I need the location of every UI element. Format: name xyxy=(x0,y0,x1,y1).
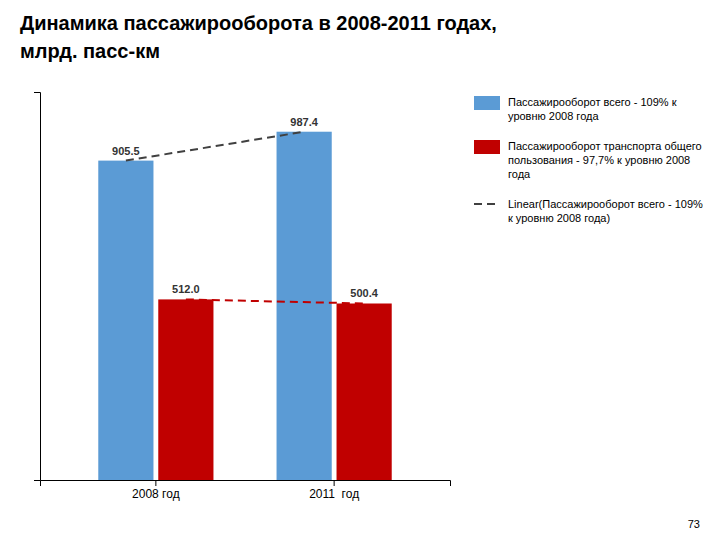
x-tick-mark xyxy=(334,480,335,486)
data-label: 500.4 xyxy=(350,287,378,299)
legend-item: Пассажирооборот транспорта общего пользо… xyxy=(474,140,705,180)
bar-series xyxy=(98,132,331,480)
bar-series xyxy=(158,299,391,480)
marks xyxy=(98,132,391,480)
subtitle: млрд. пасс-км xyxy=(20,40,160,62)
legend-swatch xyxy=(474,96,500,110)
bar xyxy=(158,299,213,480)
chart: Динамика пассажирооборота в 2008-2011 го… xyxy=(0,0,720,540)
legend-label: Пассажирооборот транспорта общего пользо… xyxy=(508,140,705,180)
x-tick-label: 2011 год xyxy=(309,487,359,501)
x-axis-line xyxy=(41,481,451,487)
title: Динамика пассажирооборота в 2008-2011 го… xyxy=(20,12,497,34)
legend-swatch xyxy=(474,203,500,205)
trend-line xyxy=(186,299,364,303)
y-axis-line xyxy=(34,93,41,481)
legend-item: Пассажирооборот всего - 109% к уровню 20… xyxy=(474,96,680,122)
x-tick-label: 2008 год xyxy=(132,487,180,501)
legend-label: Пассажирооборот всего - 109% к уровню 20… xyxy=(508,96,680,122)
trend-line xyxy=(126,132,304,161)
annotation: 73 xyxy=(688,518,700,530)
data-label: 905.5 xyxy=(112,145,140,157)
bar xyxy=(337,303,392,480)
plot: 2008 год 2011 год 905.5 987.4 512.0 500.4 xyxy=(34,93,451,501)
data-label: 987.4 xyxy=(290,116,318,128)
legend-swatch xyxy=(474,140,500,154)
data-labels: 905.5 987.4 512.0 500.4 xyxy=(112,116,379,300)
bar xyxy=(277,132,332,480)
legend-item: Linear(Пассажирооборот всего - 109% к ур… xyxy=(474,198,706,224)
x-tick: 2011 год xyxy=(309,480,359,501)
legend-label: Linear(Пассажирооборот всего - 109% к ур… xyxy=(508,198,706,224)
x-tick: 2008 год xyxy=(132,480,180,501)
x-tick-mark xyxy=(155,480,156,486)
legend: Пассажирооборот всего - 109% к уровню 20… xyxy=(474,96,706,224)
data-label: 512.0 xyxy=(172,283,200,295)
bar xyxy=(98,161,153,480)
x-axis: 2008 год 2011 год xyxy=(41,480,451,501)
y-axis xyxy=(34,93,41,481)
